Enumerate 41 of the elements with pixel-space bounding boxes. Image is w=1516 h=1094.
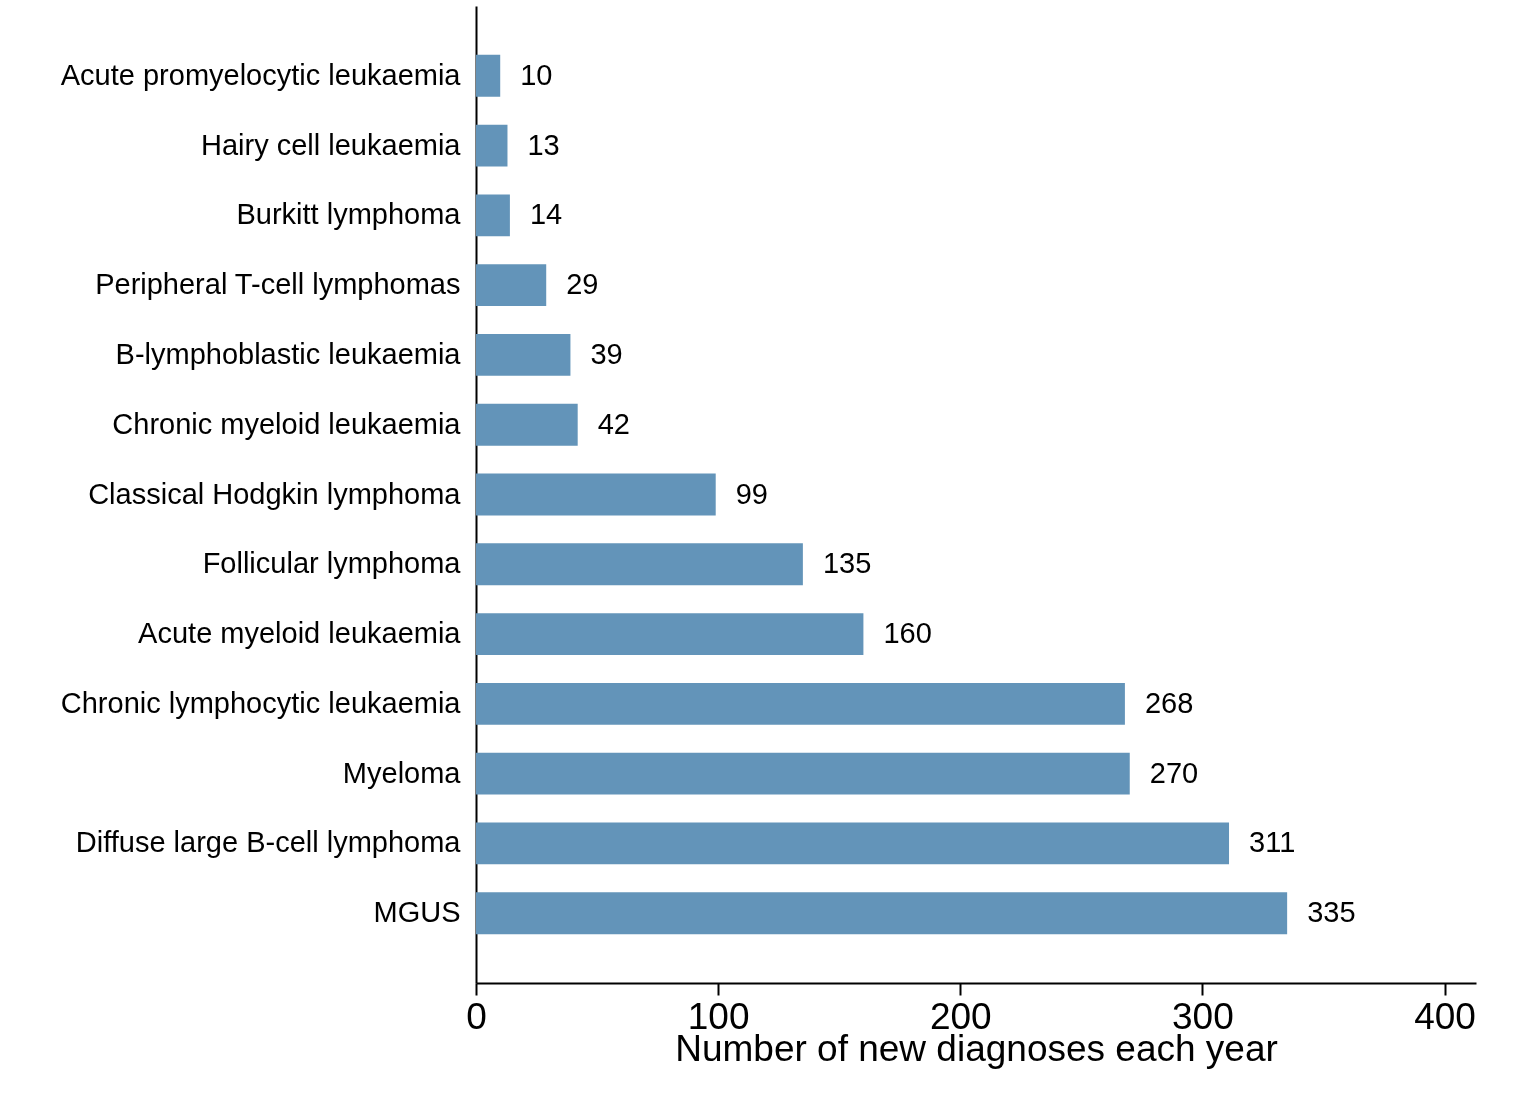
bar bbox=[476, 124, 508, 167]
data-label: 311 bbox=[1249, 826, 1296, 859]
bar bbox=[476, 194, 510, 237]
bar bbox=[476, 822, 1230, 865]
x-tick-label: 0 bbox=[466, 995, 487, 1037]
data-label: 335 bbox=[1307, 896, 1356, 929]
y-tick-label: Hairy cell leukaemia bbox=[201, 128, 462, 161]
data-label: 39 bbox=[590, 337, 623, 370]
y-tick-label: B-lymphoblastic leukaemia bbox=[115, 337, 462, 370]
data-label: 160 bbox=[883, 617, 932, 650]
y-tick-label: Follicular lymphoma bbox=[202, 547, 462, 580]
bar bbox=[476, 473, 716, 516]
y-tick-label: Burkitt lymphoma bbox=[236, 198, 462, 231]
y-tick-label: Diffuse large B-cell lymphoma bbox=[75, 826, 462, 859]
bar bbox=[476, 752, 1130, 795]
data-label: 268 bbox=[1144, 686, 1194, 719]
bar bbox=[476, 333, 571, 376]
data-label: 13 bbox=[527, 128, 560, 161]
data-label: 42 bbox=[597, 407, 630, 440]
bar bbox=[476, 682, 1125, 725]
data-label: 10 bbox=[520, 58, 553, 91]
bar bbox=[476, 543, 803, 586]
bar bbox=[476, 892, 1288, 935]
y-tick-label: Peripheral T-cell lymphomas bbox=[95, 268, 461, 301]
y-tick-label: Chronic myeloid leukaemia bbox=[112, 407, 462, 440]
y-tick-label: Acute myeloid leukaemia bbox=[138, 617, 462, 650]
data-label: 99 bbox=[735, 477, 768, 510]
y-tick-label: MGUS bbox=[373, 896, 461, 929]
bar bbox=[476, 403, 578, 446]
data-label: 29 bbox=[566, 268, 599, 301]
bar bbox=[476, 264, 547, 307]
y-tick-label: Chronic lymphocytic leukaemia bbox=[60, 686, 462, 719]
bar bbox=[476, 54, 501, 97]
data-label: 135 bbox=[822, 547, 872, 580]
x-tick-label: 400 bbox=[1414, 995, 1476, 1037]
data-label: 14 bbox=[529, 198, 563, 231]
y-tick-label: Acute promyelocytic leukaemia bbox=[60, 58, 462, 91]
y-tick-label: Myeloma bbox=[342, 756, 462, 789]
y-tick-label: Classical Hodgkin lymphoma bbox=[88, 477, 462, 510]
data-label: 270 bbox=[1149, 756, 1199, 789]
bar bbox=[476, 613, 864, 656]
